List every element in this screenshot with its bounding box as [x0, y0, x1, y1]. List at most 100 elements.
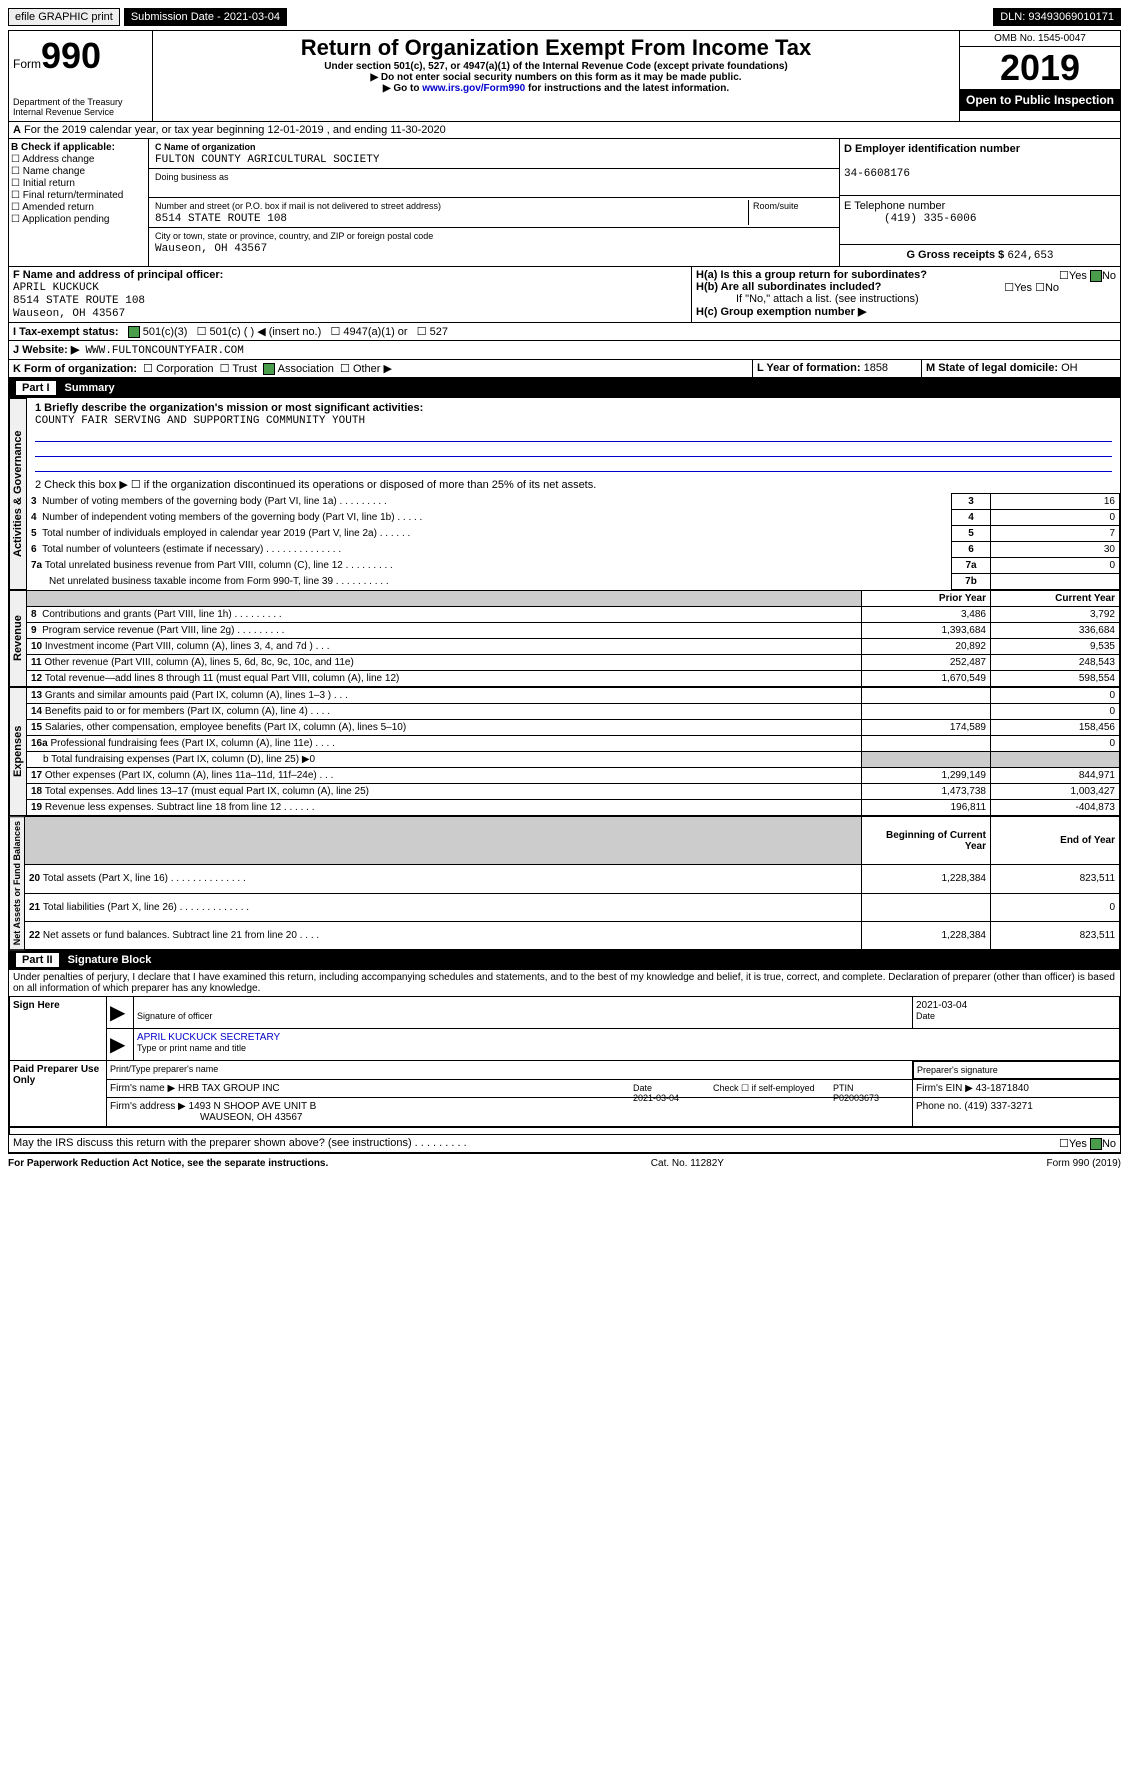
- firm-name: HRB TAX GROUP INC: [178, 1083, 280, 1094]
- firm-city: WAUSEON, OH 43567: [200, 1112, 302, 1123]
- p8: 3,486: [862, 607, 991, 623]
- v7a: 0: [991, 558, 1120, 574]
- line-k: K Form of organization: ☐ Corporation ☐ …: [9, 360, 753, 377]
- c19: -404,873: [991, 800, 1120, 816]
- gross-label: G Gross receipts $: [906, 249, 1004, 261]
- p22: 1,228,384: [862, 921, 991, 949]
- dept-label: Department of the Treasury Internal Reve…: [13, 97, 148, 117]
- form-number: 990: [41, 35, 101, 76]
- p16a: [862, 736, 991, 752]
- signer-name[interactable]: APRIL KUCKUCK SECRETARY: [137, 1032, 280, 1043]
- v5: 7: [991, 526, 1120, 542]
- room-label: Room/suite: [753, 201, 799, 211]
- line-2: 2 Check this box ▶ ☐ if the organization…: [27, 476, 1120, 493]
- line-i: I Tax-exempt status: 501(c)(3) ☐ 501(c) …: [9, 323, 1120, 340]
- c15: 158,456: [991, 720, 1120, 736]
- right-side: D Employer identification number 34-66081…: [839, 139, 1120, 266]
- firm-addr: 1493 N SHOOP AVE UNIT B: [189, 1101, 317, 1112]
- p15: 174,589: [862, 720, 991, 736]
- p12: 1,670,549: [862, 671, 991, 687]
- p13: [862, 688, 991, 704]
- section-b-checkboxes: B Check if applicable: ☐ Address change …: [9, 139, 149, 266]
- submission-date: Submission Date - 2021-03-04: [124, 8, 287, 26]
- signature-table: Sign Here ▶ Signature of officer 2021-03…: [9, 996, 1120, 1127]
- cb-amended[interactable]: ☐ Amended return: [11, 202, 146, 213]
- org-address: 8514 STATE ROUTE 108: [155, 213, 287, 225]
- association-checked[interactable]: [263, 363, 275, 375]
- vlabel-netassets: Net Assets or Fund Balances: [9, 816, 25, 950]
- year-box: OMB No. 1545-0047 2019 Open to Public In…: [959, 31, 1120, 121]
- omb-number: OMB No. 1545-0047: [960, 31, 1120, 47]
- instructions-link[interactable]: www.irs.gov/Form990: [422, 83, 525, 94]
- vlabel-expenses: Expenses: [9, 687, 27, 816]
- phone-value: (419) 335-6006: [884, 213, 976, 225]
- officer-addr: 8514 STATE ROUTE 108: [13, 295, 145, 307]
- ha-no-checked[interactable]: [1090, 270, 1102, 282]
- hc-label: H(c) Group exemption number ▶: [696, 305, 1116, 318]
- v6: 30: [991, 542, 1120, 558]
- discuss-no-checked[interactable]: [1090, 1138, 1102, 1150]
- ptin-value: P02003673: [833, 1093, 879, 1103]
- vlabel-governance: Activities & Governance: [9, 398, 27, 590]
- officer-name: APRIL KUCKUCK: [13, 282, 99, 294]
- subtitle-1: Under section 501(c), 527, or 4947(a)(1)…: [157, 61, 955, 72]
- vlabel-revenue: Revenue: [9, 590, 27, 687]
- open-public-label: Open to Public Inspection: [960, 89, 1120, 111]
- paid-preparer-label: Paid Preparer Use Only: [10, 1061, 107, 1127]
- p14: [862, 704, 991, 720]
- dba-label: Doing business as: [155, 172, 229, 182]
- top-bar: efile GRAPHIC print Submission Date - 20…: [8, 8, 1121, 26]
- hb-label: H(b) Are all subordinates included? ☐Yes…: [696, 281, 1116, 293]
- form-title: Return of Organization Exempt From Incom…: [157, 35, 955, 61]
- c14: 0: [991, 704, 1120, 720]
- title-block: Return of Organization Exempt From Incom…: [153, 31, 959, 121]
- 501c3-checked[interactable]: [128, 326, 140, 338]
- p9: 1,393,684: [862, 623, 991, 639]
- mission-text: COUNTY FAIR SERVING AND SUPPORTING COMMU…: [35, 415, 365, 427]
- c18: 1,003,427: [991, 784, 1120, 800]
- l-label: L Year of formation:: [757, 362, 861, 374]
- revenue-table: Prior YearCurrent Year 8 Contributions a…: [27, 590, 1120, 687]
- f-label: F Name and address of principal officer:: [13, 269, 223, 281]
- part-1-header: Part ISummary: [9, 378, 1120, 398]
- efile-label[interactable]: efile GRAPHIC print: [8, 8, 120, 26]
- c9: 336,684: [991, 623, 1120, 639]
- c13: 0: [991, 688, 1120, 704]
- org-name: FULTON COUNTY AGRICULTURAL SOCIETY: [155, 154, 379, 166]
- check-b-label: B Check if applicable:: [11, 142, 146, 153]
- subtitle-3: ▶ Go to www.irs.gov/Form990 for instruct…: [157, 83, 955, 94]
- ein-value: 34-6608176: [844, 168, 910, 180]
- year-formation: 1858: [864, 362, 888, 374]
- cb-initial[interactable]: ☐ Initial return: [11, 178, 146, 189]
- cb-final[interactable]: ☐ Final return/terminated: [11, 190, 146, 201]
- ein-label: D Employer identification number: [844, 143, 1020, 155]
- form-label: Form: [13, 57, 41, 71]
- form-container: Form990 Department of the Treasury Inter…: [8, 30, 1121, 1154]
- p11: 252,487: [862, 655, 991, 671]
- cat-no: Cat. No. 11282Y: [651, 1158, 724, 1169]
- perjury-text: Under penalties of perjury, I declare th…: [9, 970, 1120, 996]
- gross-value: 624,653: [1007, 250, 1053, 262]
- v7b: [991, 574, 1120, 590]
- c22: 823,511: [991, 921, 1120, 949]
- tax-year: 2019: [960, 47, 1120, 89]
- city-label: City or town, state or province, country…: [155, 231, 433, 241]
- m-label: M State of legal domicile:: [926, 362, 1058, 374]
- phone-label: E Telephone number: [844, 200, 945, 212]
- addr-label: Number and street (or P.O. box if mail i…: [155, 201, 441, 211]
- p21: [862, 893, 991, 921]
- cb-address[interactable]: ☐ Address change: [11, 154, 146, 165]
- cb-pending[interactable]: ☐ Application pending: [11, 214, 146, 225]
- c11: 248,543: [991, 655, 1120, 671]
- pra-notice: For Paperwork Reduction Act Notice, see …: [8, 1158, 328, 1169]
- state-domicile: OH: [1061, 362, 1078, 374]
- officer-city: Wauseon, OH 43567: [13, 308, 125, 320]
- v4: 0: [991, 510, 1120, 526]
- expenses-table: 13 Grants and similar amounts paid (Part…: [27, 687, 1120, 816]
- line-1-label: 1 Briefly describe the organization's mi…: [35, 402, 423, 414]
- v3: 16: [991, 494, 1120, 510]
- firm-ein: 43-1871840: [976, 1083, 1029, 1094]
- cb-name[interactable]: ☐ Name change: [11, 166, 146, 177]
- c17: 844,971: [991, 768, 1120, 784]
- p19: 196,811: [862, 800, 991, 816]
